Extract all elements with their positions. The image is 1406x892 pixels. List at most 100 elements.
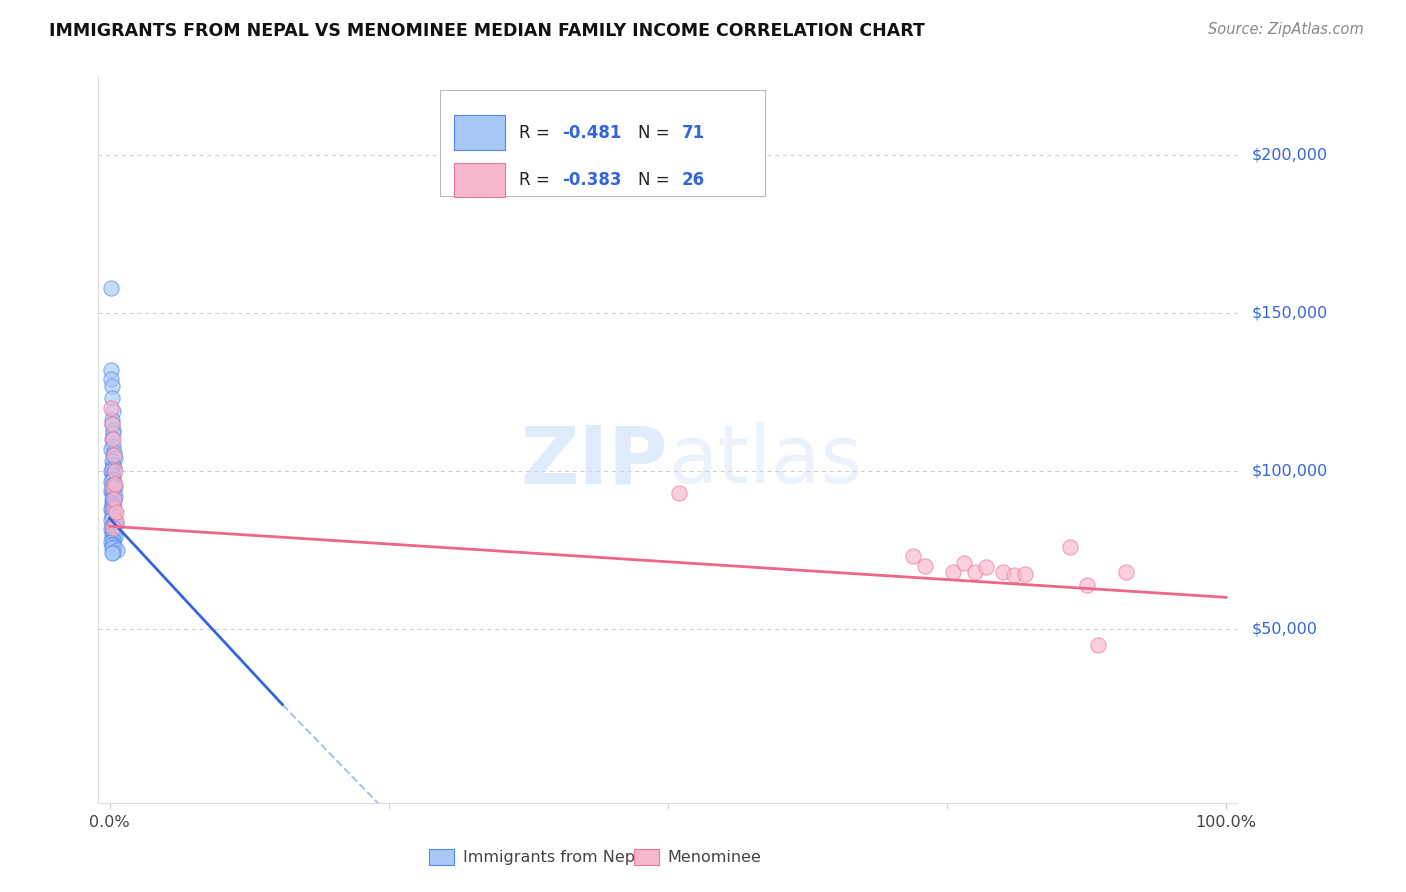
Point	[104, 515, 127, 529]
Point	[107, 543, 129, 558]
Point	[101, 417, 124, 431]
Point	[100, 280, 122, 294]
Point	[101, 468, 124, 483]
Point	[914, 558, 936, 573]
Point	[101, 533, 124, 548]
Text: Source: ZipAtlas.com: Source: ZipAtlas.com	[1208, 22, 1364, 37]
Point	[101, 433, 124, 447]
Point	[100, 475, 122, 489]
Point	[1059, 540, 1081, 554]
Point	[104, 480, 127, 494]
Point	[103, 501, 125, 516]
Point	[101, 507, 124, 521]
Point	[101, 454, 124, 468]
Point	[101, 491, 124, 505]
Point	[104, 489, 127, 503]
Point	[101, 492, 124, 507]
Point	[101, 462, 124, 476]
Point	[101, 478, 124, 492]
Point	[101, 425, 124, 440]
Point	[101, 529, 124, 543]
Bar	[429, 849, 454, 865]
Point	[101, 423, 124, 437]
Point	[100, 522, 122, 536]
Point	[963, 565, 986, 579]
Point	[101, 499, 124, 513]
Point	[104, 451, 127, 466]
Point	[101, 546, 124, 560]
Point	[101, 524, 124, 538]
Point	[101, 467, 124, 481]
Point	[952, 556, 974, 570]
Point	[101, 483, 124, 497]
Point	[101, 458, 124, 472]
Text: $150,000: $150,000	[1251, 305, 1327, 320]
Text: $200,000: $200,000	[1251, 147, 1327, 162]
Bar	[454, 162, 505, 197]
Text: N =: N =	[638, 171, 675, 189]
Point	[100, 401, 122, 415]
Text: 71: 71	[682, 123, 704, 142]
Point	[101, 495, 124, 509]
Point	[105, 516, 128, 530]
Point	[100, 513, 122, 527]
Point	[1087, 638, 1109, 652]
Point	[101, 404, 124, 418]
Text: 26: 26	[682, 171, 704, 189]
Text: N =: N =	[638, 123, 675, 142]
Point	[101, 433, 124, 447]
Point	[100, 363, 122, 377]
Point	[101, 541, 124, 556]
Point	[100, 484, 122, 499]
Point	[903, 549, 925, 564]
Point	[101, 378, 124, 392]
Point	[101, 481, 124, 495]
Point	[101, 472, 124, 486]
Point	[101, 511, 124, 525]
Point	[668, 486, 690, 500]
Bar	[634, 849, 659, 865]
Point	[101, 497, 124, 511]
Point	[104, 464, 127, 478]
Point	[103, 540, 125, 554]
Bar	[454, 115, 505, 150]
Point	[101, 521, 124, 535]
Text: -0.383: -0.383	[562, 171, 621, 189]
Point	[101, 439, 124, 453]
Point	[104, 476, 127, 491]
Point	[103, 445, 125, 459]
Point	[101, 391, 124, 405]
Point	[101, 480, 124, 494]
Point	[100, 464, 122, 478]
Point	[103, 525, 125, 540]
Point	[105, 505, 128, 519]
Point	[991, 565, 1014, 579]
Point	[1076, 578, 1098, 592]
Text: IMMIGRANTS FROM NEPAL VS MENOMINEE MEDIAN FAMILY INCOME CORRELATION CHART: IMMIGRANTS FROM NEPAL VS MENOMINEE MEDIA…	[49, 22, 925, 40]
Point	[101, 527, 124, 541]
Point	[101, 509, 124, 524]
Text: Menominee: Menominee	[668, 850, 762, 865]
Point	[101, 500, 124, 515]
Point	[100, 535, 122, 549]
Point	[101, 538, 124, 552]
Point	[1002, 568, 1025, 582]
Point	[100, 372, 122, 386]
Point	[101, 532, 124, 546]
Point	[101, 521, 124, 535]
Point	[101, 517, 124, 532]
Point	[105, 515, 128, 529]
Text: atlas: atlas	[668, 422, 862, 500]
Point	[101, 508, 124, 523]
Point	[101, 503, 124, 517]
Point	[101, 417, 124, 431]
Point	[103, 448, 125, 462]
Point	[103, 494, 125, 508]
Point	[974, 560, 997, 574]
Point	[942, 565, 965, 579]
Text: ZIP: ZIP	[520, 422, 668, 500]
Text: R =: R =	[519, 171, 554, 189]
Point	[1115, 565, 1137, 579]
Point	[103, 476, 125, 491]
Point	[103, 505, 125, 519]
